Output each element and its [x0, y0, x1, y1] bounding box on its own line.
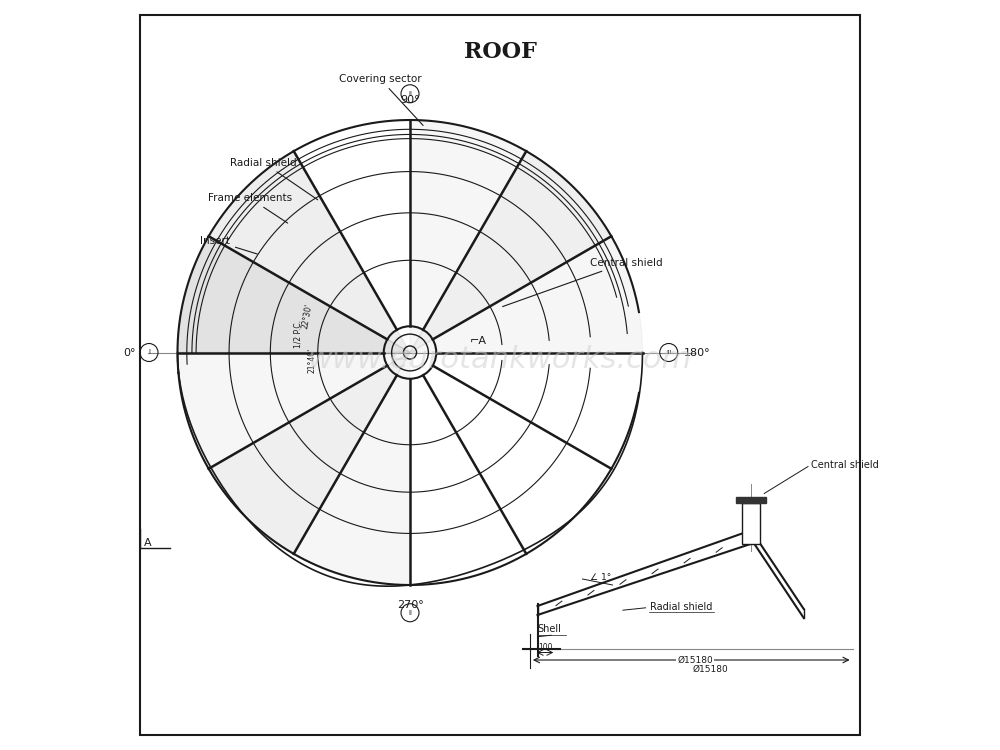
Polygon shape	[178, 236, 410, 352]
Text: ⌐A: ⌐A	[470, 336, 487, 346]
Text: 180°: 180°	[684, 347, 710, 358]
Polygon shape	[410, 120, 526, 352]
Polygon shape	[736, 496, 766, 502]
Text: 90°: 90°	[400, 95, 420, 105]
Polygon shape	[209, 152, 410, 352]
Polygon shape	[178, 236, 410, 352]
Text: Radial shield: Radial shield	[230, 158, 318, 200]
Text: www.eurotankworks.com: www.eurotankworks.com	[308, 346, 692, 374]
Text: A: A	[144, 538, 151, 548]
Text: Central shield: Central shield	[503, 257, 663, 307]
Polygon shape	[410, 152, 611, 352]
Polygon shape	[209, 152, 410, 352]
Text: 21°40': 21°40'	[308, 347, 317, 373]
Text: ROOF: ROOF	[464, 41, 536, 64]
Text: III: III	[666, 350, 672, 355]
Text: Covering sector: Covering sector	[339, 74, 423, 125]
Text: Ø15180: Ø15180	[692, 665, 728, 674]
Text: ∠ 1°: ∠ 1°	[590, 573, 611, 582]
Text: Shell: Shell	[538, 624, 561, 634]
Text: 22°30': 22°30'	[301, 302, 314, 329]
Text: 270°: 270°	[397, 600, 423, 610]
Text: 0°: 0°	[124, 347, 136, 358]
Text: 1/2 P.C.: 1/2 P.C.	[293, 320, 302, 348]
Text: Frame elements: Frame elements	[208, 193, 292, 223]
Bar	[742, 503, 760, 544]
Polygon shape	[294, 352, 410, 585]
Polygon shape	[209, 352, 410, 554]
Text: II: II	[408, 91, 412, 97]
Text: Central shield: Central shield	[811, 460, 879, 470]
Polygon shape	[410, 236, 642, 352]
Text: I: I	[148, 350, 150, 355]
Text: Insert: Insert	[200, 236, 257, 254]
Text: Ø15180: Ø15180	[677, 656, 713, 664]
Text: Radial shield: Radial shield	[650, 602, 712, 613]
Polygon shape	[178, 352, 410, 469]
Text: 100: 100	[538, 643, 552, 652]
Text: II: II	[408, 610, 412, 616]
